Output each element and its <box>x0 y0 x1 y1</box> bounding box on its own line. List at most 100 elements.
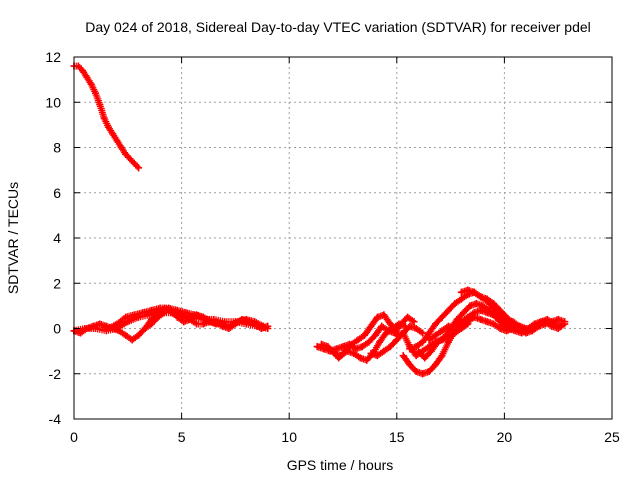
data-point <box>238 315 246 323</box>
data-point <box>470 313 478 321</box>
data-point <box>541 320 549 328</box>
data-point <box>339 343 347 351</box>
data-point <box>483 295 491 303</box>
data-point <box>167 309 175 317</box>
x-tick-label: 15 <box>389 429 405 445</box>
data-point <box>109 130 117 138</box>
data-point <box>371 331 379 339</box>
series-group <box>70 62 569 378</box>
data-point <box>264 322 272 330</box>
data-point <box>122 313 130 321</box>
data-point <box>503 313 511 321</box>
data-point <box>244 318 252 326</box>
data-point <box>464 286 472 294</box>
data-point <box>83 73 91 81</box>
plot-area <box>74 57 612 419</box>
data-point <box>395 320 403 328</box>
data-point <box>348 340 356 348</box>
data-point <box>496 325 504 332</box>
data-point <box>412 352 420 360</box>
data-point <box>528 327 536 335</box>
data-point <box>135 164 143 172</box>
data-point <box>115 327 123 335</box>
data-point <box>87 80 95 88</box>
data-point <box>212 318 220 326</box>
data-point <box>363 356 371 364</box>
y-tick-label: 4 <box>53 230 61 246</box>
data-point <box>74 62 82 70</box>
data-point <box>89 322 97 330</box>
data-point <box>393 336 401 344</box>
data-point <box>432 320 440 328</box>
y-axis-label: SDTVAR / TECUs <box>5 182 21 294</box>
data-point <box>535 322 543 330</box>
series-track-14 <box>425 313 530 344</box>
data-point <box>76 329 84 337</box>
data-point <box>218 322 226 330</box>
data-point <box>367 322 375 330</box>
ticks: 0 5 10 15 20 25 -4 -2 0 2 4 6 8 10 12 <box>45 49 620 445</box>
data-point <box>440 334 448 342</box>
data-point <box>113 137 121 145</box>
data-point <box>421 354 429 362</box>
data-point <box>373 313 381 321</box>
data-point <box>324 343 332 351</box>
data-point <box>470 288 478 296</box>
data-point <box>173 311 181 319</box>
data-point <box>104 123 112 131</box>
y-tick-label: 8 <box>53 140 61 156</box>
data-point <box>479 302 487 310</box>
data-point <box>419 329 427 337</box>
data-point <box>135 331 143 339</box>
data-point <box>96 101 104 109</box>
data-point <box>492 313 500 321</box>
data-point <box>337 352 345 360</box>
data-point <box>466 302 474 310</box>
data-point <box>386 343 394 351</box>
data-point <box>485 306 493 314</box>
data-point <box>92 89 100 97</box>
data-point <box>412 325 420 332</box>
data-point <box>438 327 446 335</box>
data-point <box>79 67 87 75</box>
data-point <box>425 336 433 344</box>
data-point <box>380 311 388 319</box>
data-point <box>419 370 427 378</box>
data-point <box>193 320 201 328</box>
data-point <box>503 327 511 335</box>
x-tick-label: 20 <box>497 429 513 445</box>
y-tick-label: 12 <box>45 49 61 65</box>
data-point <box>483 318 491 326</box>
data-point <box>432 361 440 369</box>
data-point <box>313 343 321 351</box>
data-point <box>432 331 440 339</box>
data-point <box>509 325 517 332</box>
data-point <box>412 343 420 351</box>
data-point <box>186 315 194 323</box>
data-point <box>490 320 498 328</box>
data-point <box>444 338 452 346</box>
data-point <box>427 347 435 355</box>
data-point <box>356 354 364 362</box>
data-point <box>199 313 207 321</box>
data-point <box>414 347 422 355</box>
data-point <box>199 320 207 328</box>
data-point <box>367 349 375 357</box>
data-point <box>154 313 162 321</box>
data-point <box>147 320 155 328</box>
data-point <box>399 329 407 337</box>
data-point <box>231 320 239 328</box>
data-point <box>460 309 468 317</box>
data-point <box>556 322 564 330</box>
grid <box>74 57 612 419</box>
data-point <box>404 313 412 321</box>
data-point <box>160 309 168 317</box>
data-point <box>156 304 164 312</box>
data-point <box>373 352 381 360</box>
chart-title: Day 024 of 2018, Sidereal Day-to-day VTE… <box>85 19 591 35</box>
data-point <box>100 114 108 122</box>
data-point <box>122 150 130 158</box>
data-point <box>477 315 485 323</box>
data-point <box>399 352 407 360</box>
